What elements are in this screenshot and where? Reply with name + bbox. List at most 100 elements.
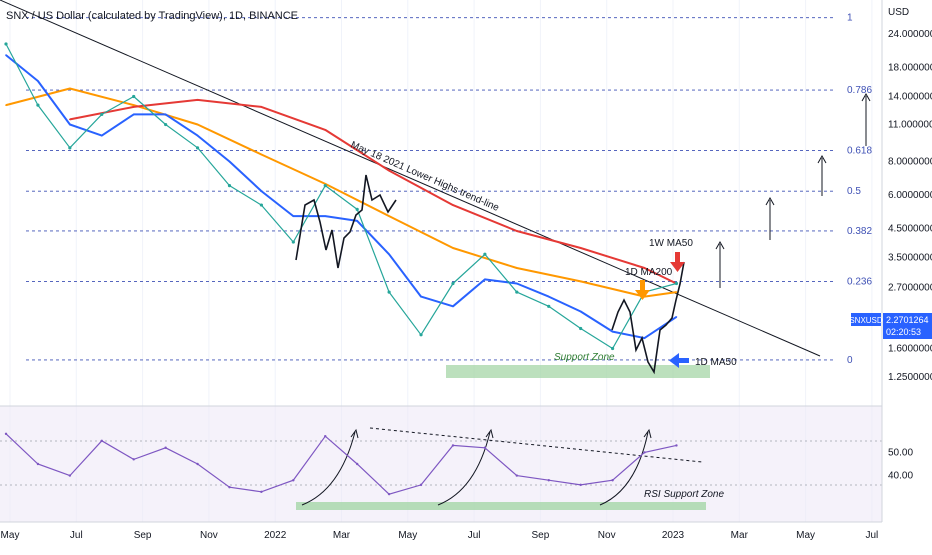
price-tag: SNXUSD 2.2701264 02:20:53 — [849, 313, 932, 339]
point-1d-ma200 — [388, 215, 390, 217]
point-price — [547, 304, 551, 308]
point-1d-ma200 — [579, 280, 582, 283]
point-price — [100, 112, 104, 117]
rsi-point — [4, 432, 8, 436]
rsi-point — [292, 479, 295, 482]
price-tag-box — [883, 313, 932, 339]
rsi-axis-ticks: 50.00 40.00 — [888, 447, 913, 481]
rsi-point — [164, 446, 167, 449]
time-label: Sep — [134, 530, 152, 541]
point-1d-ma50 — [452, 305, 454, 308]
point-1d-ma50 — [675, 316, 678, 318]
point-price — [610, 346, 615, 351]
rsi-tick: 50.00 — [888, 447, 913, 458]
point-1d-ma50 — [388, 253, 390, 256]
rsi-point — [611, 479, 614, 482]
rsi-curve-1-head — [350, 428, 359, 439]
point-price — [227, 184, 232, 188]
chart-title: SNX / US Dollar (calculated by TradingVi… — [6, 10, 298, 22]
time-label: Mar — [731, 530, 749, 541]
price-axis-ticks: 24.0000000 18.0000000 14.0000000 11.0000000… — [888, 29, 932, 383]
rsi-point — [579, 483, 582, 487]
point-1w-ma50 — [69, 118, 71, 121]
point-1d-ma50 — [611, 330, 614, 333]
price-tag-value: 2.2701264 — [886, 315, 929, 325]
point-1d-ma50 — [547, 295, 550, 298]
point-1d-ma50 — [292, 215, 295, 217]
lower-highs-trendline — [0, 0, 821, 357]
point-1d-ma200 — [5, 104, 7, 106]
point-1d-ma50 — [643, 337, 646, 339]
time-label: Jul — [866, 530, 879, 541]
point-1d-ma50 — [164, 113, 167, 116]
rsi-point — [260, 490, 263, 494]
price-axis-unit: USD — [888, 7, 909, 18]
point-1d-ma50 — [196, 134, 199, 137]
point-1w-ma50 — [452, 204, 454, 206]
support-zone-label: Support Zone — [554, 352, 615, 363]
rsi-line — [5, 433, 677, 495]
rsi-support-label: RSI Support Zone — [644, 489, 724, 500]
price-tick: 1.2500000 — [888, 372, 932, 383]
ma200d-label: 1D MA200 — [625, 267, 673, 278]
rsi-curve-3 — [599, 431, 649, 506]
point-1w-ma50 — [579, 247, 582, 249]
rsi-point — [483, 446, 487, 449]
projection-arrows — [719, 96, 867, 288]
fib-level-label: 0.236 — [847, 276, 872, 287]
ma50w-label: 1W MA50 — [649, 238, 693, 249]
point-1d-ma50 — [516, 282, 518, 285]
fib-level-label: 1 — [847, 13, 853, 24]
symbol-tag — [851, 313, 881, 326]
rsi-curve-2-head — [485, 428, 494, 439]
time-label: Jul — [70, 530, 83, 541]
time-label: 2022 — [264, 530, 287, 541]
price-tick: 11.0000000 — [888, 120, 932, 131]
fib-level-label: 0 — [847, 355, 853, 366]
price-tick: 4.5000000 — [888, 223, 932, 234]
fractal-path-2022 — [295, 174, 397, 269]
point-1d-ma200 — [675, 291, 678, 293]
point-1w-ma50 — [388, 169, 390, 172]
point-1d-ma50 — [420, 295, 422, 298]
point-1d-ma50 — [228, 160, 231, 163]
rsi-curve-2 — [437, 431, 491, 506]
fractal-path-2023 — [611, 261, 685, 375]
arrowhead-1 — [715, 240, 725, 250]
point-price — [36, 103, 40, 107]
point-price — [4, 42, 8, 46]
price-tick: 1.6000000 — [888, 343, 932, 354]
point-price — [515, 290, 519, 294]
point-1w-ma50 — [516, 230, 518, 232]
fib-level-label: 0.786 — [847, 85, 872, 96]
rsi-point — [196, 462, 199, 466]
rsi-point — [515, 474, 519, 477]
series-1d-ma50 — [5, 54, 677, 340]
ma50d-arrow-icon — [669, 353, 689, 368]
time-label: Mar — [333, 530, 351, 541]
fib-level-label: 0.618 — [847, 145, 872, 156]
rsi-curve-1 — [301, 431, 356, 506]
point-1d-ma50 — [484, 278, 486, 281]
projection-arrowheads — [715, 92, 871, 250]
ma200d-arrow-icon — [635, 280, 650, 300]
point-price — [483, 252, 487, 256]
ma50w-arrow-icon — [670, 252, 685, 272]
point-1d-ma50 — [579, 310, 582, 313]
rsi-group — [4, 432, 678, 496]
price-tag-countdown: 02:20:53 — [886, 327, 921, 337]
time-label: May — [1, 530, 20, 541]
point-1d-ma200 — [196, 123, 199, 126]
point-1d-ma50 — [132, 113, 135, 116]
point-price — [323, 184, 327, 188]
point-1w-ma50 — [324, 129, 327, 131]
point-1d-ma200 — [516, 267, 518, 269]
time-label: Sep — [532, 530, 550, 541]
time-label: Nov — [598, 530, 616, 541]
point-1d-ma50 — [356, 220, 358, 222]
arrowhead-4 — [861, 92, 871, 102]
point-price — [132, 94, 136, 99]
fib-level-label: 0.382 — [847, 226, 872, 237]
time-label: Jul — [468, 530, 481, 541]
